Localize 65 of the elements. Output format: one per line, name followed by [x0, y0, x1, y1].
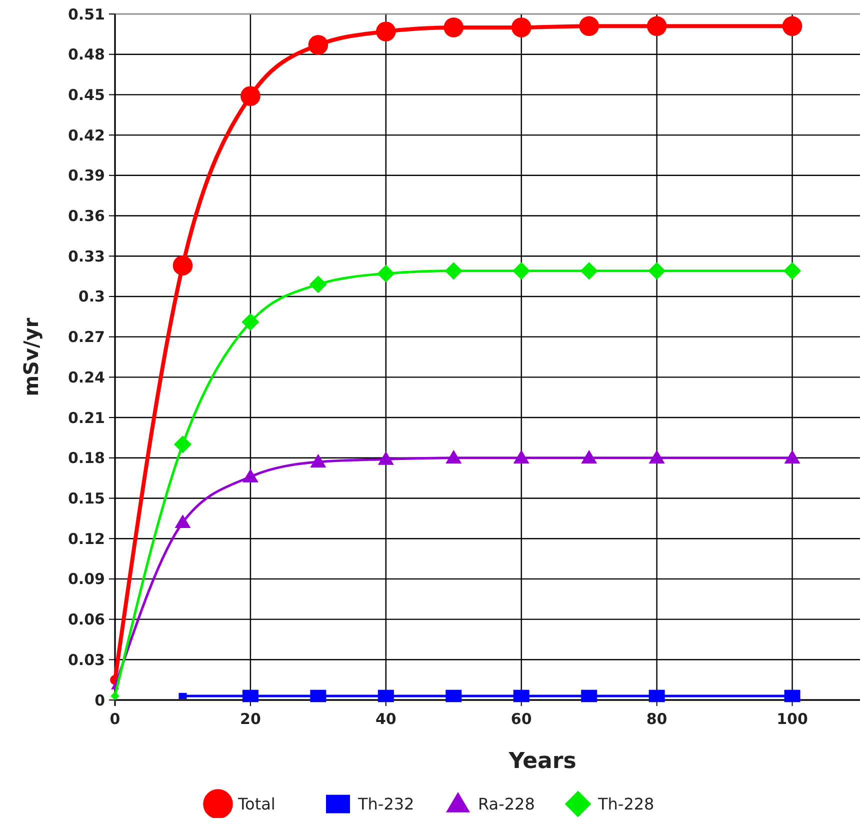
y-tick-label: 0.15	[68, 489, 105, 508]
y-tick-label: 0.06	[68, 610, 105, 629]
y-tick-label: 0.18	[68, 449, 105, 468]
point	[242, 313, 260, 331]
y-tick-label: 0	[94, 691, 105, 710]
point	[174, 436, 192, 454]
point	[648, 450, 665, 464]
point	[242, 690, 258, 702]
legend-label: Total	[237, 794, 276, 814]
point	[310, 690, 326, 702]
point	[646, 16, 667, 36]
point	[446, 690, 462, 702]
y-tick-label: 0.21	[68, 408, 105, 427]
x-tick-label: 40	[375, 710, 396, 728]
x-tick-label: 20	[240, 710, 261, 728]
point	[784, 450, 800, 464]
y-tick-label: 0.48	[68, 46, 105, 64]
y-tick-label: 0.24	[68, 368, 105, 386]
y-tick-label: 0.09	[68, 570, 105, 588]
point	[580, 262, 598, 280]
point	[174, 514, 191, 528]
point	[783, 262, 802, 280]
point	[513, 450, 530, 464]
point	[378, 451, 394, 465]
legend-label: Th-228	[597, 794, 654, 814]
point	[648, 690, 665, 702]
point	[512, 262, 530, 280]
point	[579, 16, 600, 36]
point	[648, 262, 666, 280]
point	[377, 264, 395, 282]
x-axis-title: Years	[508, 749, 576, 774]
point	[513, 690, 530, 702]
y-tick-label: 0.42	[68, 126, 105, 144]
y-tick-label: 0.33	[68, 247, 105, 266]
x-tick-label: 0	[110, 710, 120, 728]
x-tick-label: 100	[776, 710, 808, 728]
y-tick-label: 0.3	[78, 288, 105, 306]
point	[172, 256, 193, 276]
y-tick-label: 0.39	[68, 166, 105, 185]
point	[376, 22, 396, 42]
point	[242, 468, 258, 482]
point	[782, 16, 802, 36]
point	[784, 690, 800, 702]
legend-label: Th-232	[357, 794, 414, 814]
point	[240, 86, 260, 106]
y-tick-label: 0.45	[68, 86, 105, 104]
point	[309, 276, 327, 294]
x-tick-label: 60	[510, 710, 532, 728]
y-tick-label: 0.51	[68, 5, 105, 24]
point	[310, 454, 326, 468]
y-tick-label: 0.03	[68, 650, 105, 669]
y-tick-label: 0.12	[68, 530, 105, 548]
y-axis-title: mSv/yr	[19, 318, 43, 396]
x-tick-label: 80	[646, 710, 668, 728]
point	[444, 18, 464, 38]
y-tick-label: 0.36	[68, 207, 105, 226]
point	[581, 450, 598, 464]
point	[511, 18, 532, 38]
point	[378, 690, 394, 702]
point	[308, 35, 328, 55]
y-tick-label: 0.27	[68, 328, 105, 346]
legend-label: Ra-228	[478, 794, 535, 814]
point	[581, 690, 598, 702]
point	[446, 450, 462, 464]
point	[444, 262, 462, 280]
